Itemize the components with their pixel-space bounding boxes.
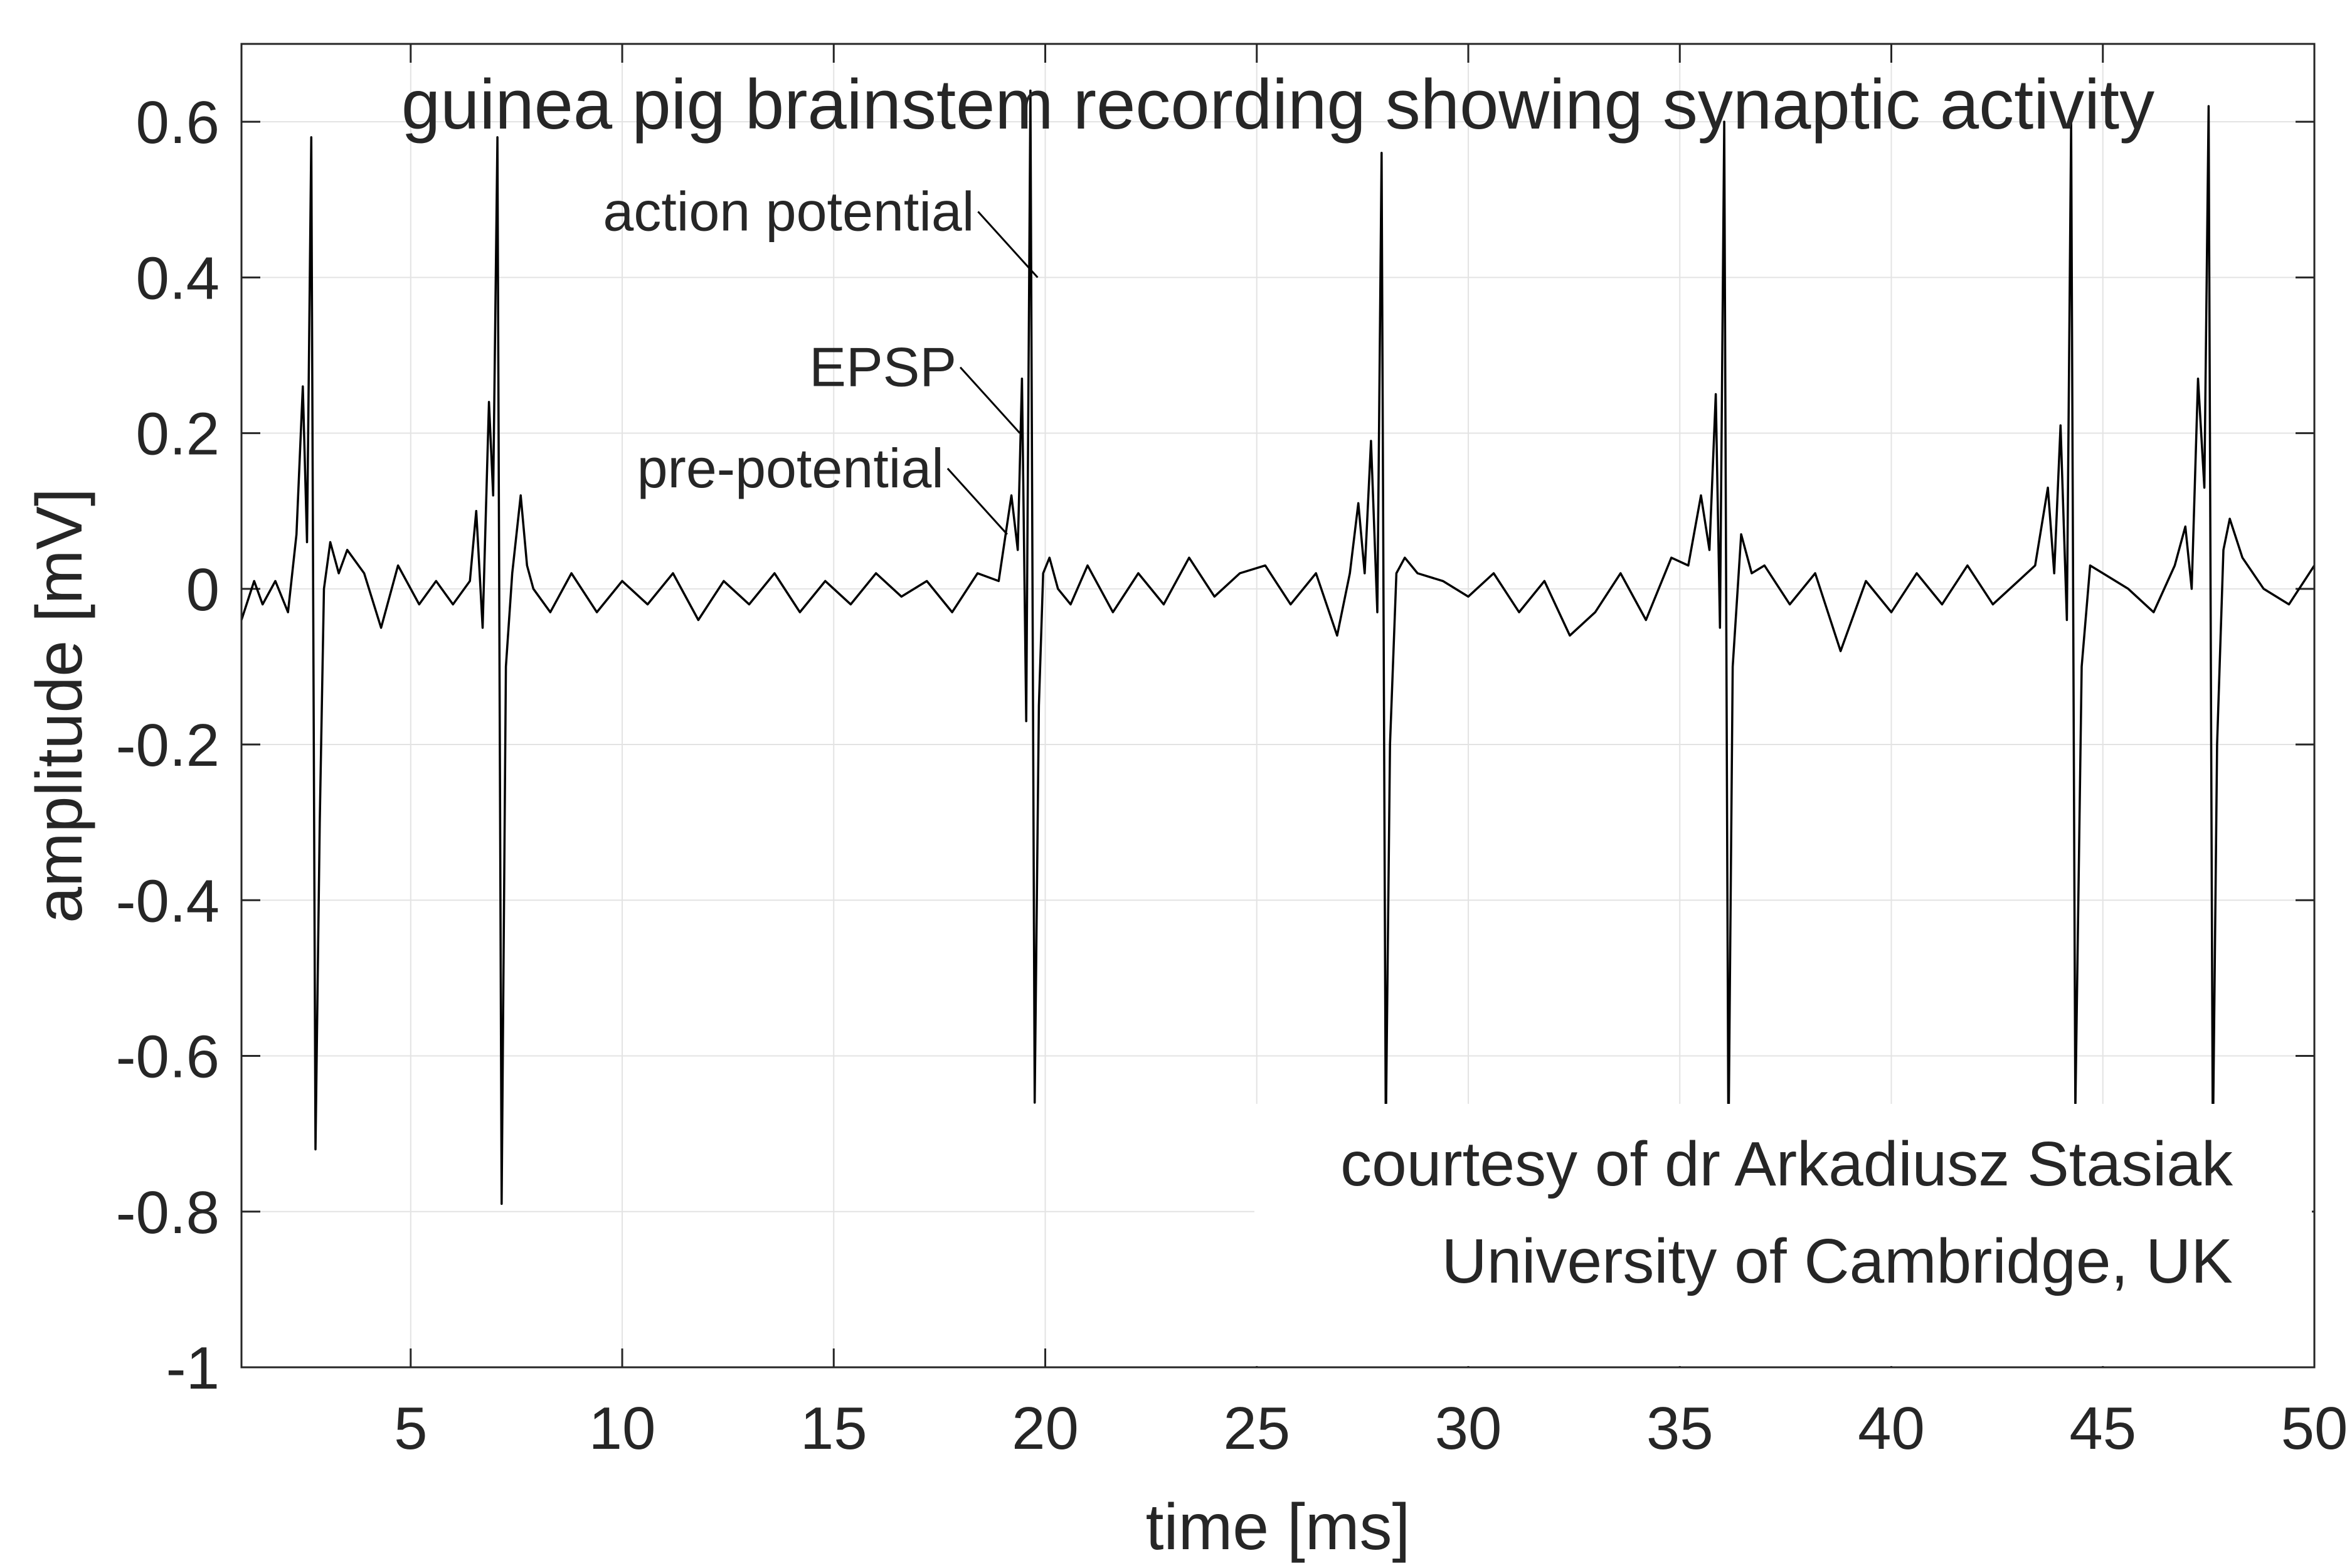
y-tick-label: 0.6	[136, 89, 220, 156]
x-tick-label: 15	[800, 1395, 867, 1462]
annotation-arrow	[946, 467, 1008, 535]
annotation-arrow	[977, 211, 1039, 278]
chart-title: guinea pig brainstem recording showing s…	[401, 65, 2154, 144]
y-tick-label: 0.2	[136, 401, 220, 468]
credit-line-1: courtesy of dr Arkadiusz Stasiak	[1340, 1129, 2233, 1199]
annotation-label: EPSP	[809, 336, 956, 398]
x-tick-label: 35	[1646, 1395, 1714, 1462]
x-tick-label: 50	[2281, 1395, 2348, 1462]
y-tick-label: -1	[166, 1335, 220, 1402]
x-tick-label: 45	[2069, 1395, 2136, 1462]
y-tick-label: 0	[186, 556, 220, 623]
x-tick-label: 5	[394, 1395, 427, 1462]
annotation-label: pre-potential	[637, 437, 944, 499]
y-tick-label: 0.4	[136, 245, 220, 312]
x-tick-label: 30	[1435, 1395, 1502, 1462]
x-tick-label: 40	[1858, 1395, 1925, 1462]
x-axis-label: time [ms]	[1146, 1491, 1411, 1564]
x-tick-label: 25	[1223, 1395, 1290, 1462]
y-axis-label: amplitude [mV]	[23, 488, 96, 923]
series-line	[240, 89, 2316, 1205]
credit-background	[1254, 1104, 2312, 1366]
y-tick-label: -0.8	[116, 1179, 220, 1246]
plot-frame	[240, 43, 2316, 1369]
y-tick-label: -0.4	[116, 867, 220, 935]
x-tick-labels: 5 10 15 20 25 30 35 40 45 50	[394, 1395, 2348, 1462]
series-group	[240, 89, 2316, 1205]
annotation-label: action potential	[603, 180, 974, 242]
y-tick-label: -0.2	[116, 712, 220, 779]
annotation-arrow	[959, 366, 1021, 434]
x-tick-label: 10	[589, 1395, 656, 1462]
credit-line-2: University of Cambridge, UK	[1441, 1226, 2233, 1296]
annotations: action potential EPSP pre-potential	[603, 180, 1039, 535]
y-tick-label: -0.6	[116, 1024, 220, 1091]
x-tick-label: 20	[1012, 1395, 1079, 1462]
y-tick-labels: 0.6 0.4 0.2 0 -0.2 -0.4 -0.6 -0.8 -1	[116, 89, 220, 1402]
